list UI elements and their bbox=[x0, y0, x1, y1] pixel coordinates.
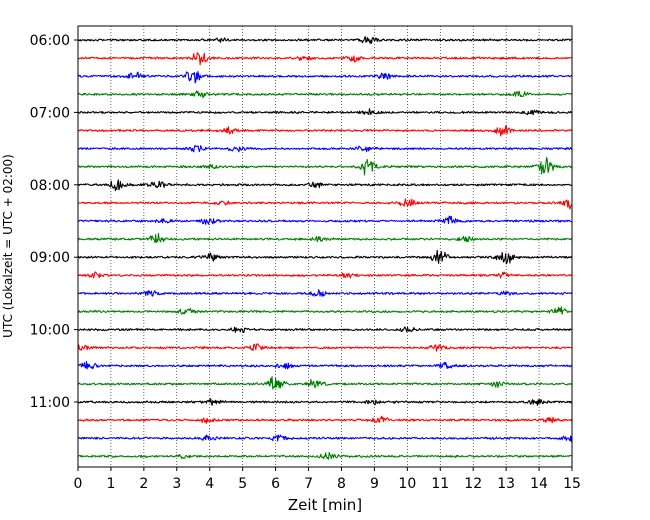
y-tick-label-09:00: 09:00 bbox=[30, 250, 70, 266]
x-tick-label-3: 3 bbox=[172, 476, 181, 492]
x-tick-label-2: 2 bbox=[139, 476, 148, 492]
trace-row-1030 bbox=[77, 360, 573, 370]
trace-row-0730 bbox=[77, 144, 573, 153]
x-tick-label-7: 7 bbox=[304, 476, 313, 492]
x-tick-label-12: 12 bbox=[464, 476, 482, 492]
trace-row-0800 bbox=[77, 179, 573, 192]
trace-row-0900 bbox=[77, 249, 573, 265]
x-tick-label-6: 6 bbox=[271, 476, 280, 492]
trace-row-0715 bbox=[77, 125, 573, 137]
trace-row-0815 bbox=[77, 198, 573, 210]
trace-row-0645 bbox=[77, 90, 573, 99]
x-tick-label-15: 15 bbox=[563, 476, 581, 492]
trace-rows bbox=[77, 36, 573, 460]
trace-row-0600 bbox=[77, 36, 573, 44]
x-tick-label-9: 9 bbox=[370, 476, 379, 492]
x-axis-ticks: 0 1 2 3 4 5 6 7 8 9 10 11 12 13 14 15 bbox=[74, 467, 581, 492]
trace-row-1100 bbox=[77, 398, 573, 406]
y-tick-label-06:00: 06:00 bbox=[30, 33, 70, 49]
x-tick-label-11: 11 bbox=[431, 476, 449, 492]
x-tick-label-10: 10 bbox=[398, 476, 416, 492]
y-tick-label-08:00: 08:00 bbox=[30, 178, 70, 194]
x-tick-label-1: 1 bbox=[106, 476, 115, 492]
y-tick-label-10:00: 10:00 bbox=[30, 323, 70, 339]
trace-row-0945 bbox=[77, 306, 573, 315]
y-axis-ticks: 06:00 07:00 08:00 09:00 10:00 11:00 bbox=[30, 33, 78, 411]
x-axis-label: Zeit [min] bbox=[288, 496, 362, 514]
y-tick-label-07:00: 07:00 bbox=[30, 105, 70, 121]
trace-row-0930 bbox=[77, 289, 573, 297]
x-tick-label-13: 13 bbox=[497, 476, 515, 492]
y-axis-label: UTC (Lokalzeit = UTC + 02:00) bbox=[1, 154, 15, 338]
trace-row-1115 bbox=[77, 415, 573, 424]
trace-row-1145 bbox=[77, 451, 573, 460]
trace-row-0915 bbox=[77, 271, 573, 279]
trace-row-0615 bbox=[77, 52, 573, 66]
x-tick-label-14: 14 bbox=[530, 476, 548, 492]
plot-frame bbox=[77, 25, 573, 468]
trace-row-1015 bbox=[77, 343, 573, 352]
x-tick-label-0: 0 bbox=[74, 476, 83, 492]
trace-row-1045 bbox=[77, 376, 573, 390]
y-tick-label-11:00: 11:00 bbox=[30, 395, 70, 411]
trace-row-0700 bbox=[77, 108, 573, 116]
trace-row-0630 bbox=[77, 71, 573, 84]
trace-row-1000 bbox=[77, 326, 573, 334]
x-tick-label-5: 5 bbox=[238, 476, 247, 492]
trace-row-0745 bbox=[77, 156, 573, 176]
trace-row-1130 bbox=[77, 434, 573, 443]
x-tick-label-4: 4 bbox=[205, 476, 214, 492]
trace-row-0845 bbox=[77, 232, 573, 244]
trace-row-0830 bbox=[77, 215, 573, 225]
x-tick-label-8: 8 bbox=[337, 476, 346, 492]
